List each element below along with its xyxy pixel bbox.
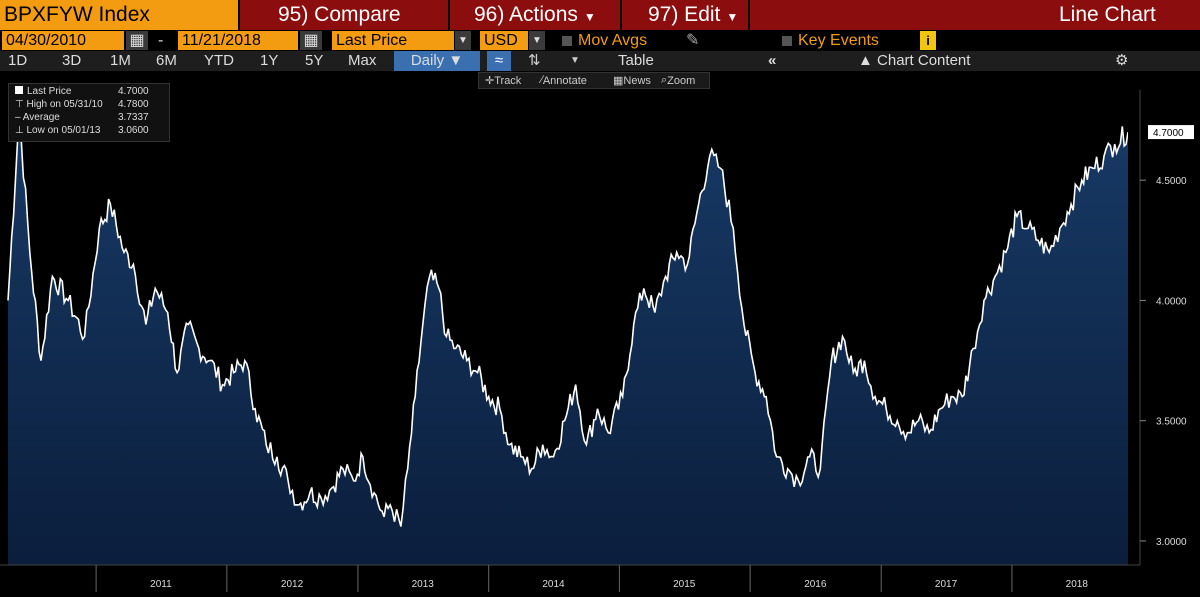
price-legend: Last Price 4.7000 ⊤ High on 05/31/10 4.780… [8, 83, 170, 142]
field-select[interactable]: Last Price [332, 31, 454, 50]
period-1d[interactable]: 1D [8, 52, 28, 69]
average-marker-icon: – [15, 112, 23, 123]
low-marker-icon: ⊥ [15, 125, 27, 136]
chart-tools: ✛ Track ∕ Annotate ▦ News ⌕ Zoom [478, 72, 710, 89]
period-1y[interactable]: 1Y [260, 52, 279, 69]
frequency-label: Daily [410, 52, 445, 69]
start-calendar-icon[interactable]: ▦ [126, 31, 148, 50]
style-chevron-down-icon[interactable]: ▼ [570, 55, 580, 66]
compare-menu[interactable]: 95) Compare [278, 0, 401, 30]
news-label: News [623, 75, 651, 87]
legend-low-label: Low on 05/01/13 [26, 125, 101, 136]
mov-avgs-label: Mov Avgs [578, 32, 648, 49]
chart-content-label: Chart Content [877, 52, 971, 69]
period-5y[interactable]: 5Y [305, 52, 324, 69]
line-chart-icon[interactable]: ≈ [487, 51, 511, 71]
x-tick-label: 2018 [1066, 579, 1089, 590]
legend-high-value: 4.7800 [118, 99, 149, 110]
legend-avg-value: 3.7337 [118, 112, 149, 123]
chart-type-label: Line Chart [1059, 3, 1156, 26]
table-button[interactable]: Table [618, 52, 654, 69]
end-calendar-icon[interactable]: ▦ [300, 31, 322, 50]
end-date-field[interactable]: 11/21/2018 [178, 31, 298, 50]
period-bar: 1D 3D 1M 6M YTD 1Y 5Y Max Daily ▼ ≈ ⇅ ▼ … [0, 51, 1200, 71]
last-price-swatch [15, 86, 23, 94]
y-tick-label: 3.0000 [1156, 537, 1187, 548]
annotate-label: Annotate [542, 75, 587, 87]
legend-last-value: 4.7000 [118, 86, 149, 97]
track-tool[interactable]: ✛ Track [485, 75, 522, 87]
last-price-marker-label: 4.7000 [1153, 128, 1184, 139]
x-tick-label: 2011 [150, 579, 172, 590]
field-chevron-down-icon[interactable]: ▼ [455, 31, 471, 50]
settings-bar: 04/30/2010 ▦ - 11/21/2018 ▦ Last Price ▼… [0, 30, 1200, 51]
x-tick-label: 2012 [281, 579, 304, 590]
period-max[interactable]: Max [348, 52, 377, 69]
x-tick-label: 2016 [804, 579, 827, 590]
edit-chevron-icon: ▼ [726, 10, 739, 24]
price-line [7, 112, 1129, 527]
mov-avgs-checkbox[interactable] [562, 35, 572, 46]
track-label: Track [494, 75, 522, 87]
period-1m[interactable]: 1M [110, 52, 131, 69]
key-events-label: Key Events [798, 32, 879, 49]
x-tick-label: 2014 [542, 579, 565, 590]
legend-last-label: Last Price [27, 86, 72, 97]
edit-label: 97) Edit [648, 3, 721, 26]
period-6m[interactable]: 6M [156, 52, 177, 69]
actions-menu[interactable]: 96) Actions ▼ [474, 0, 596, 30]
legend-low-value: 3.0600 [118, 125, 149, 136]
x-tick-label: 2015 [673, 579, 696, 590]
compare-label: 95) Compare [278, 3, 401, 26]
y-tick-label: 4.0000 [1156, 296, 1187, 307]
y-tick-label: 3.5000 [1156, 417, 1187, 428]
frequency-chevron-down-icon: ▼ [448, 52, 464, 69]
legend-avg-label: Average [22, 112, 60, 123]
right-gap [1128, 90, 1140, 565]
last-price-marker [1148, 125, 1194, 140]
news-tool[interactable]: ▦ News [613, 75, 651, 87]
price-area [8, 112, 1128, 566]
zoom-tool[interactable]: ⌕ Zoom [661, 74, 696, 87]
start-date-field[interactable]: 04/30/2010 [2, 31, 124, 50]
info-icon[interactable]: i [920, 31, 936, 50]
annotate-tool[interactable]: ∕ Annotate [541, 74, 587, 87]
key-events-toggle[interactable]: Key Events [782, 31, 912, 50]
x-tick-label: 2013 [412, 579, 435, 590]
x-tick-label: 2017 [935, 579, 958, 590]
gear-icon[interactable]: ⚙ [1115, 52, 1129, 69]
ticker-field[interactable]: BPXFYW Index [0, 0, 238, 30]
y-tick-label: 4.5000 [1156, 176, 1187, 187]
chart-content-button[interactable]: ▲ Chart Content [858, 51, 970, 71]
mov-avgs-toggle[interactable]: Mov Avgs [562, 31, 682, 50]
date-range-dash: - [158, 32, 164, 49]
bar-style-icon[interactable]: ⇅ [528, 52, 541, 69]
currency-chevron-down-icon[interactable]: ▼ [529, 31, 545, 50]
collapse-chevrons-icon[interactable]: « [768, 52, 777, 69]
pencil-icon[interactable]: ✎ [686, 32, 700, 49]
frequency-select[interactable]: Daily ▼ [394, 51, 480, 71]
actions-label: 96) Actions [474, 3, 578, 26]
period-ytd[interactable]: YTD [204, 52, 234, 69]
title-bar: BPXFYW Index 95) Compare 96) Actions ▼ 97… [0, 0, 1200, 30]
actions-chevron-icon: ▼ [583, 10, 596, 24]
legend-high-label: High on 05/31/10 [26, 99, 103, 110]
period-3d[interactable]: 3D [62, 52, 82, 69]
key-events-checkbox[interactable] [782, 35, 792, 46]
edit-menu[interactable]: 97) Edit ▼ [648, 0, 738, 30]
currency-select[interactable]: USD [480, 31, 528, 50]
high-marker-icon: ⊤ [15, 99, 27, 110]
chart-content-icon: ▲ [858, 52, 873, 69]
zoom-label: Zoom [667, 75, 696, 87]
